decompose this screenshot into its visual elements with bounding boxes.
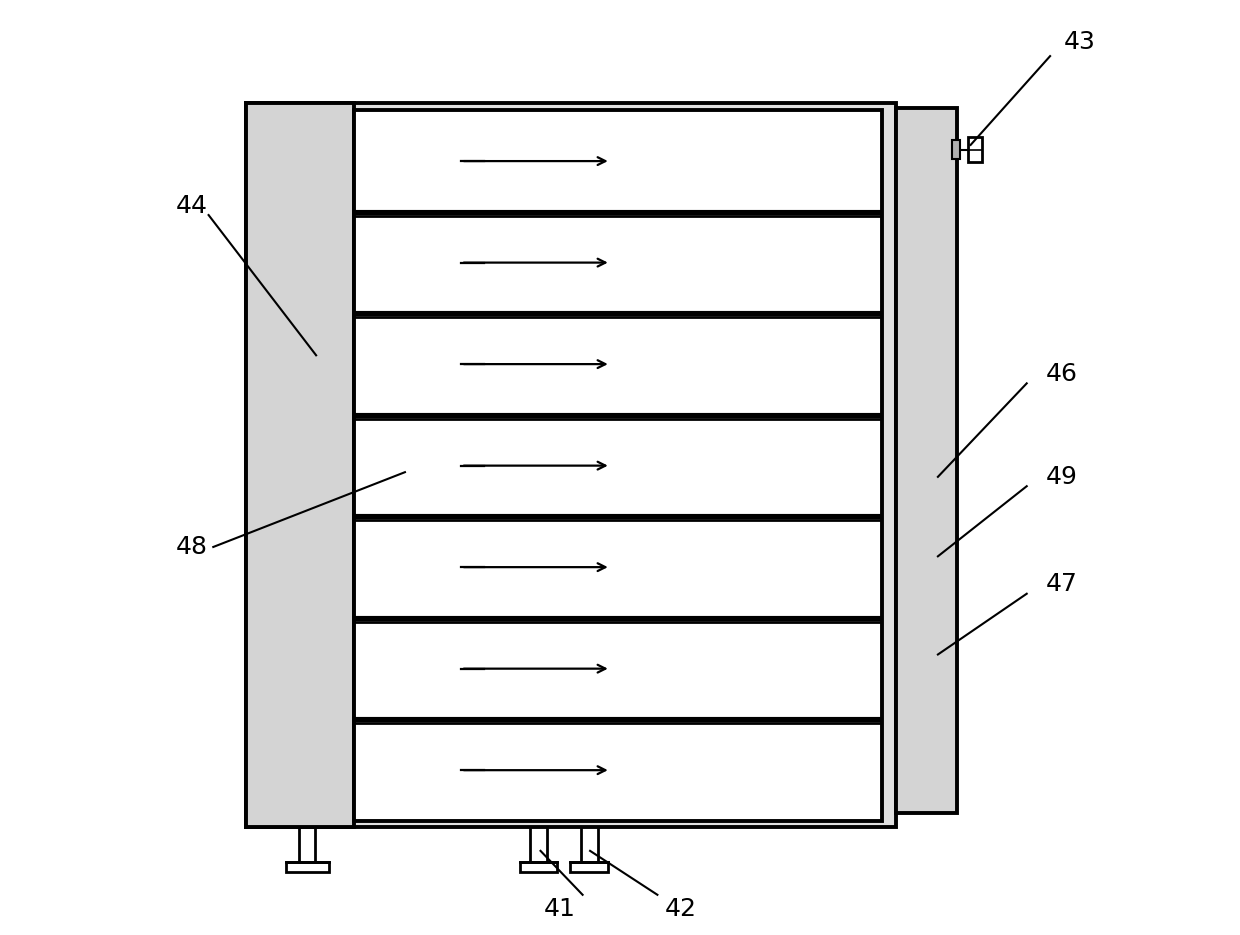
Bar bbox=[952, 140, 960, 159]
Bar bbox=[895, 108, 956, 813]
Bar bbox=[520, 862, 557, 872]
Text: 49: 49 bbox=[1045, 465, 1078, 489]
Text: 48: 48 bbox=[176, 535, 208, 559]
Text: 41: 41 bbox=[543, 897, 575, 921]
Bar bbox=[246, 103, 895, 827]
Text: 42: 42 bbox=[665, 897, 697, 921]
Bar bbox=[286, 862, 329, 872]
Text: 44: 44 bbox=[176, 194, 208, 218]
Bar bbox=[570, 862, 608, 872]
Text: 47: 47 bbox=[1045, 572, 1078, 597]
Bar bbox=[353, 110, 882, 821]
Text: 43: 43 bbox=[1064, 30, 1096, 54]
Text: 46: 46 bbox=[1045, 362, 1078, 386]
Bar bbox=[246, 103, 353, 827]
Bar bbox=[968, 137, 982, 162]
